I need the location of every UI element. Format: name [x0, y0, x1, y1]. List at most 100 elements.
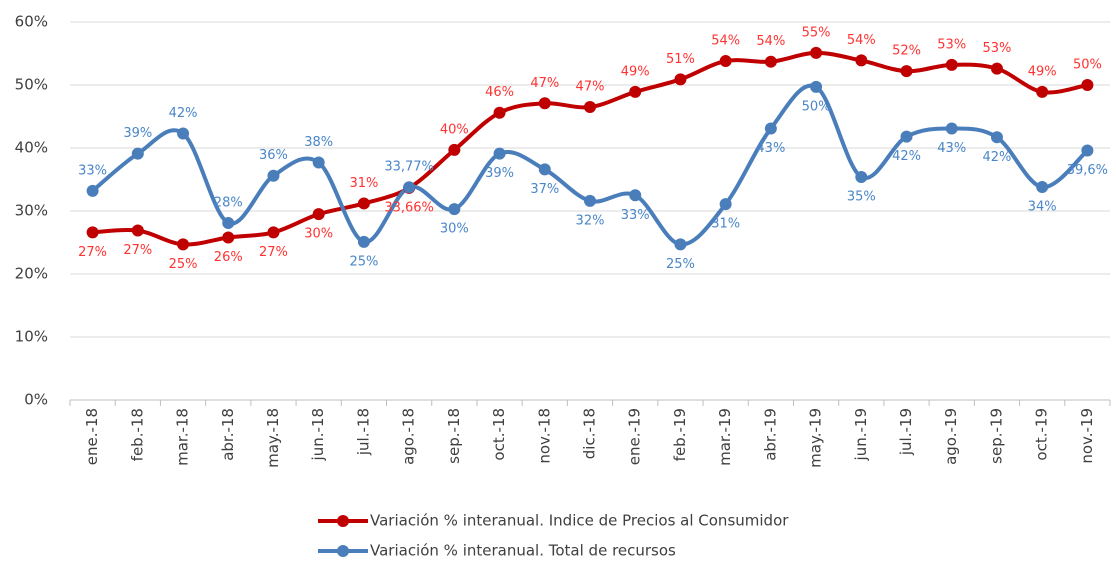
data-point	[719, 55, 732, 68]
data-point	[1081, 144, 1094, 157]
data-label: 27%	[78, 245, 107, 260]
x-tick-label: sep.-18	[445, 408, 463, 464]
data-point	[674, 73, 687, 86]
x-tick-label: may.-19	[807, 408, 825, 468]
data-point	[855, 54, 868, 67]
data-label: 46%	[485, 85, 514, 100]
data-point	[448, 203, 461, 216]
data-label: 34%	[1028, 200, 1057, 215]
x-tick-label: ago.-19	[942, 408, 960, 465]
data-label: 47%	[576, 80, 605, 95]
x-tick-label: mar.-19	[716, 408, 734, 466]
x-tick-label: nov.-19	[1078, 408, 1096, 464]
x-tick-label: feb.-19	[671, 408, 689, 461]
x-tick-label: ene.-18	[83, 408, 101, 465]
data-point	[177, 238, 190, 251]
data-point	[538, 163, 551, 176]
data-point	[403, 181, 416, 194]
data-label: 35%	[847, 189, 876, 204]
data-point	[222, 231, 235, 244]
data-label: 49%	[1028, 64, 1057, 79]
x-tick-label: oct.-18	[490, 408, 508, 461]
data-point	[900, 130, 913, 143]
data-label: 40%	[440, 122, 469, 137]
data-label: 27%	[259, 245, 288, 260]
data-label: 39%	[123, 126, 152, 141]
data-label: 51%	[666, 52, 695, 67]
data-point	[990, 131, 1003, 144]
y-tick-label: 0%	[24, 391, 48, 409]
y-tick-label: 20%	[15, 265, 48, 283]
data-label: 50%	[802, 99, 831, 114]
data-label: 33%	[78, 163, 107, 178]
data-label: 30%	[304, 227, 333, 242]
data-label: 33,77%	[384, 160, 434, 175]
data-point	[86, 184, 99, 197]
y-tick-label: 50%	[15, 76, 48, 94]
data-point	[312, 208, 325, 221]
data-point	[312, 156, 325, 169]
data-label: 25%	[349, 254, 378, 269]
data-label: 28%	[214, 195, 243, 210]
y-tick-label: 40%	[15, 139, 48, 157]
data-label: 43%	[756, 141, 785, 156]
data-point	[764, 122, 777, 135]
data-point	[1081, 79, 1094, 91]
data-label: 47%	[530, 76, 559, 91]
data-label: 54%	[847, 33, 876, 48]
data-point	[629, 189, 642, 202]
data-label: 37%	[530, 182, 559, 197]
data-label: 25%	[666, 257, 695, 272]
data-label: 39,6%	[1067, 163, 1108, 178]
data-label: 54%	[711, 34, 740, 49]
data-point	[990, 62, 1003, 75]
data-point	[131, 224, 144, 237]
data-label: 26%	[214, 250, 243, 265]
data-point	[493, 147, 506, 160]
data-point	[131, 147, 144, 160]
y-tick-label: 60%	[15, 13, 48, 31]
data-point	[810, 80, 823, 93]
data-point	[629, 85, 642, 98]
data-label: 32%	[576, 213, 605, 228]
data-point	[177, 127, 190, 140]
x-tick-label: dic.-18	[581, 408, 599, 459]
data-label: 30%	[440, 222, 469, 237]
data-point	[267, 169, 280, 182]
data-point	[86, 226, 99, 239]
data-point	[945, 58, 958, 71]
data-label: 53%	[983, 41, 1012, 56]
legend-label: Variación % interanual. Indice de Precio…	[370, 512, 789, 530]
data-label: 39%	[485, 166, 514, 181]
data-label: 49%	[621, 64, 650, 79]
x-tick-label: sep.-19	[987, 408, 1005, 464]
data-point	[719, 198, 732, 211]
x-tick-label: ene.-19	[626, 408, 644, 465]
data-point	[493, 106, 506, 119]
data-point	[674, 238, 687, 251]
data-label: 33,66%	[384, 200, 434, 215]
data-point	[538, 97, 551, 110]
data-label: 54%	[756, 34, 785, 49]
legend-label: Variación % interanual. Total de recurso…	[370, 542, 676, 560]
x-tick-label: jul.-19	[897, 408, 915, 456]
data-point	[584, 194, 596, 207]
data-point	[584, 101, 596, 114]
data-label: 31%	[711, 217, 740, 232]
data-label: 43%	[937, 141, 966, 156]
data-point	[1036, 181, 1049, 194]
data-point	[855, 170, 868, 183]
data-label: 31%	[349, 176, 378, 191]
legend-marker	[337, 515, 349, 527]
data-point	[357, 235, 370, 248]
x-tick-label: ago.-18	[400, 408, 418, 465]
x-tick-label: may.-18	[264, 408, 282, 468]
x-tick-label: jun.-18	[309, 408, 327, 461]
data-label: 42%	[169, 106, 198, 121]
data-label: 38%	[304, 135, 333, 150]
y-tick-label: 10%	[15, 328, 48, 346]
data-label: 53%	[937, 37, 966, 52]
data-point	[900, 65, 913, 78]
x-tick-label: abr.-18	[219, 408, 237, 461]
